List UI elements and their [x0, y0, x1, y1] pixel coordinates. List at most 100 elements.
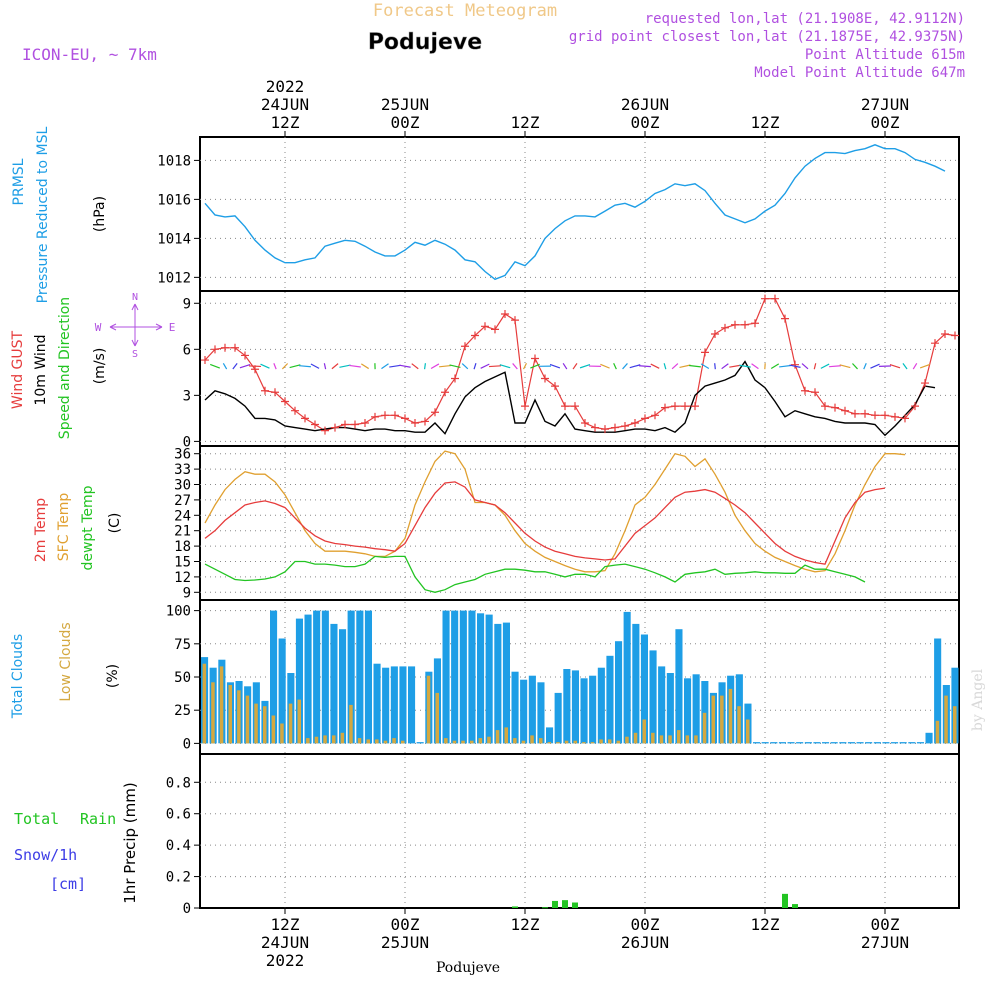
temp-units: (C): [107, 513, 123, 534]
low-cloud-bar: [677, 730, 681, 744]
low-cloud-bar: [694, 735, 698, 744]
low-cloud-bar: [297, 699, 301, 744]
total-cloud-bar: [606, 655, 614, 744]
gust-marker: [831, 403, 839, 412]
low-cloud-bar: [478, 738, 483, 744]
clouds-axis-labels: Total Clouds Low Clouds (%): [10, 622, 121, 719]
y-tick-label: 30: [174, 478, 191, 494]
gust-marker: [891, 412, 899, 421]
gust-marker: [241, 351, 249, 360]
total-cloud-bar: [520, 679, 528, 744]
low-cloud-bar: [314, 736, 319, 744]
gust-marker: [651, 411, 659, 420]
wind-arrow: [473, 363, 477, 370]
bottom-hour-label: 12Z: [511, 915, 540, 934]
gust-marker: [921, 379, 929, 388]
gust-marker: [901, 414, 909, 423]
wind-line: [204, 360, 936, 437]
pressure-label-2: Pressure Reduced to MSL: [35, 126, 51, 303]
wind-gust-label: Wind GUST: [10, 330, 26, 409]
bottom-hour-label: 12Z: [271, 915, 300, 934]
low-cloud-bar: [280, 723, 284, 744]
legend-total: Total: [14, 810, 59, 828]
total-cloud-bar: [632, 623, 640, 744]
wind-arrow: [523, 363, 527, 370]
low-cloud-bar: [211, 682, 215, 744]
total-cloud-bar: [925, 732, 933, 744]
gust-marker: [761, 294, 769, 303]
wind-arrow: [430, 363, 440, 369]
legend-snow: Snow/1h: [14, 846, 77, 864]
y-tick-label: 0.2: [166, 870, 191, 886]
low-cloud-bar: [935, 720, 940, 744]
wind-arrow: [360, 363, 370, 370]
temperature-axis-labels: 2m Temp SFC Temp dewpt Temp (C): [33, 485, 123, 570]
gust-marker: [351, 420, 359, 429]
temp-sfc-label: SFC Temp: [56, 493, 72, 562]
gust-marker: [911, 402, 919, 411]
y-tick-label: 0: [183, 736, 191, 752]
total-cloud-bar: [416, 742, 424, 744]
pressure-line: [204, 144, 946, 281]
top-hour-label: 12Z: [271, 113, 300, 132]
total-cloud-bar: [459, 610, 467, 744]
total-cloud-bar: [356, 610, 364, 744]
low-cloud-bar: [608, 739, 612, 744]
gust-marker: [841, 406, 849, 415]
wind-arrow: [600, 363, 610, 369]
low-cloud-bar: [392, 738, 396, 744]
wind-arrow: [439, 364, 451, 368]
wind-arrow: [489, 365, 501, 368]
total-cloud-bar: [339, 629, 347, 744]
gust-marker: [281, 397, 289, 406]
low-cloud-bar: [202, 663, 207, 744]
wind-arrow: [779, 364, 791, 368]
low-cloud-bar: [332, 735, 336, 744]
gust-marker: [411, 418, 419, 427]
total-cloud-bar: [295, 618, 303, 744]
top-date-label: 27JUN: [861, 95, 909, 114]
y-tick-label: 1016: [157, 192, 191, 208]
wind-arrow: [530, 363, 540, 369]
gust-marker: [521, 402, 529, 411]
low-cloud-bar: [582, 742, 586, 744]
low-cloud-bar: [245, 695, 250, 744]
wind-direction-label: Speed and Direction: [57, 297, 73, 439]
total-cloud-bar: [701, 681, 709, 744]
gust-marker: [401, 414, 409, 423]
low-cloud-bar: [495, 730, 500, 744]
gust-marker: [641, 414, 649, 423]
low-cloud-bar: [375, 739, 379, 744]
total-cloud-bar: [770, 742, 778, 744]
precip-bar: [542, 907, 548, 909]
total-cloud-bar: [278, 638, 286, 744]
wind-arrow: [449, 364, 461, 369]
y-tick-label: 0: [183, 901, 191, 917]
total-cloud-bar: [899, 742, 907, 744]
temperature-series: [204, 450, 906, 593]
gust-marker: [501, 310, 509, 319]
low-cloud-bar: [651, 732, 655, 744]
total-cloud-bar: [787, 742, 795, 744]
gust-marker: [231, 343, 239, 352]
wind-arrow: [512, 363, 518, 370]
low-cloud-bar: [504, 727, 508, 744]
tick-labels: 1012101410161018036991215182124273033360…: [157, 153, 191, 917]
total-cloud-bar: [615, 641, 623, 744]
total-cloud-bar: [847, 742, 855, 744]
wind-arrow: [423, 363, 427, 370]
gust-marker: [771, 294, 779, 303]
wind-arrow: [331, 363, 339, 370]
wind-arrow: [739, 364, 751, 368]
y-tick-label: 24: [174, 508, 191, 524]
gust-marker: [941, 329, 949, 338]
gust-marker: [871, 411, 879, 420]
total-cloud-bar: [382, 667, 390, 744]
gust-marker: [571, 402, 579, 411]
wind-arrow: [273, 363, 277, 370]
y-tick-label: 9: [183, 585, 191, 601]
wind-arrow: [789, 364, 801, 368]
gust-marker: [311, 420, 319, 429]
